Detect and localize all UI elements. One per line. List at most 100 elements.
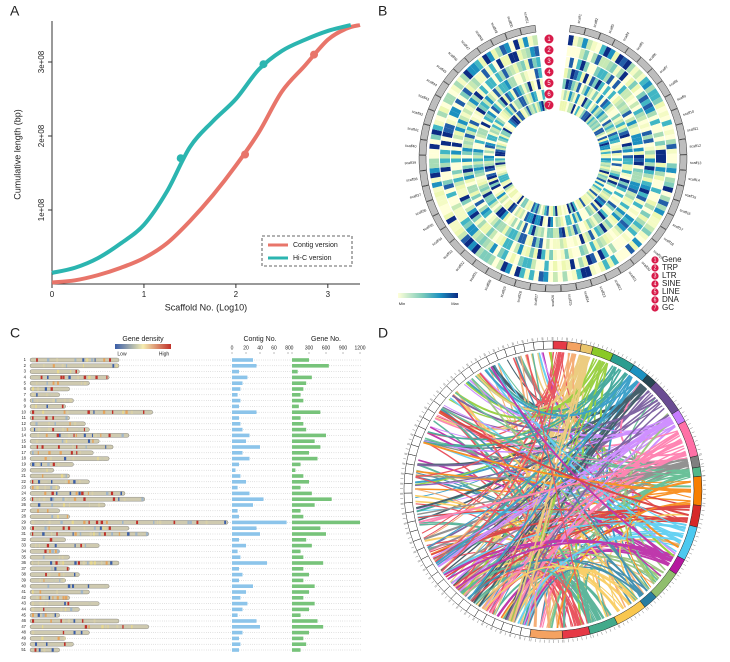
karyotype-segment [523, 342, 535, 353]
heatmap-cell [564, 101, 570, 113]
density-stripe [173, 520, 176, 525]
heatmap-cell [590, 121, 600, 130]
heatmap-cell [595, 178, 606, 186]
karyotype-tick [605, 630, 607, 634]
legend-number: 2 [654, 266, 657, 272]
heatmap-cell [611, 155, 622, 159]
density-stripe [187, 520, 190, 525]
heatmap-cell [614, 82, 625, 93]
karyotype-tick [437, 588, 441, 592]
heatmap-cell [473, 161, 484, 165]
bar [292, 393, 301, 397]
karyotype-tick [691, 431, 695, 434]
track-badge-number: 4 [547, 70, 551, 76]
bar [292, 404, 299, 409]
heatmap-cell [577, 108, 585, 118]
scaffold-band [452, 57, 470, 74]
karyotype-tick [676, 403, 680, 406]
heatmap-cell [501, 68, 510, 79]
row-label: 3 [24, 369, 27, 374]
density-stripe [127, 532, 130, 536]
heatmap-cell [462, 147, 473, 152]
density-stripe [87, 584, 90, 588]
heatmap-cell [600, 163, 611, 168]
heatmap-cell [575, 199, 582, 210]
heatmap-cell [643, 173, 654, 179]
heatmap-cell [473, 145, 484, 150]
bar [292, 387, 304, 391]
density-stripe [41, 636, 44, 641]
karyotype-tick [634, 361, 637, 365]
density-stripe [103, 532, 106, 536]
density-stripe [147, 410, 150, 414]
heatmap-cell [659, 114, 671, 123]
karyotype-tick [410, 434, 414, 436]
heatmap-cell [476, 133, 487, 139]
density-stripe [111, 410, 114, 414]
bar [232, 451, 243, 455]
heatmap-cell [570, 46, 577, 58]
density-stripe [51, 567, 53, 571]
heatmap-cell [618, 130, 630, 137]
density-stripe [91, 491, 94, 496]
bar [292, 491, 312, 496]
bar [232, 532, 260, 536]
karyotype-tick [402, 462, 406, 464]
karyotype-tick [645, 369, 648, 372]
bar [232, 619, 257, 623]
heatmap-cell [596, 133, 607, 140]
density-stripe [116, 364, 118, 368]
chromosome [29, 618, 120, 624]
heatmap-cell [585, 39, 594, 51]
heatmap-cell [510, 76, 518, 87]
heatmap-cell [623, 113, 634, 121]
heatmap-cell [516, 244, 524, 255]
density-stripe [55, 561, 58, 565]
scaffold-band [667, 198, 681, 216]
heatmap-cell [573, 258, 580, 269]
heatmap-cell [495, 58, 505, 70]
heatmap-cell [488, 107, 499, 117]
row-label: 44 [21, 607, 26, 612]
heatmap-cell [482, 224, 493, 235]
heatmap-cell [521, 83, 528, 94]
chromosome [29, 514, 70, 519]
heatmap-cell [651, 183, 663, 190]
density-stripe [39, 578, 42, 583]
density-stripe [46, 393, 48, 397]
heatmap-cell [573, 212, 580, 223]
legend-badge [651, 296, 659, 304]
heatmap-cell [605, 60, 615, 72]
karyotype-tick [650, 603, 653, 607]
heatmap-cell [583, 113, 592, 123]
karyotype-tick [694, 440, 698, 442]
heatmap-cell [575, 59, 583, 70]
chromosome [29, 386, 70, 392]
density-stripe [77, 561, 80, 565]
heatmap-cell [632, 168, 644, 173]
heatmap-cell [499, 112, 509, 121]
scaffold-label: scaff39 [404, 161, 416, 165]
heatmap-cell [475, 136, 486, 142]
heatmap-cell [562, 237, 568, 249]
density-stripe [35, 480, 37, 484]
density-stripe [43, 578, 45, 583]
density-stripe [32, 520, 35, 525]
density-stripe [93, 561, 96, 565]
density-stripe [44, 491, 47, 496]
heatmap-cell [645, 198, 657, 207]
heatmap-cell [434, 190, 446, 198]
heatmap-cell [666, 143, 677, 150]
karyotype-tick [698, 453, 702, 455]
density-stripe [54, 543, 57, 548]
heatmap-cell [597, 56, 607, 68]
heatmap-cell [560, 216, 565, 227]
heatmap-cell [628, 183, 640, 191]
heatmap-cell [635, 90, 647, 101]
heatmap-cell [470, 243, 482, 255]
heatmap-cell [586, 191, 595, 200]
karyotype-tick [693, 435, 697, 438]
chromosome [29, 566, 70, 571]
scaffold-label: scaff31 [469, 271, 479, 283]
density-stripe [72, 456, 75, 461]
